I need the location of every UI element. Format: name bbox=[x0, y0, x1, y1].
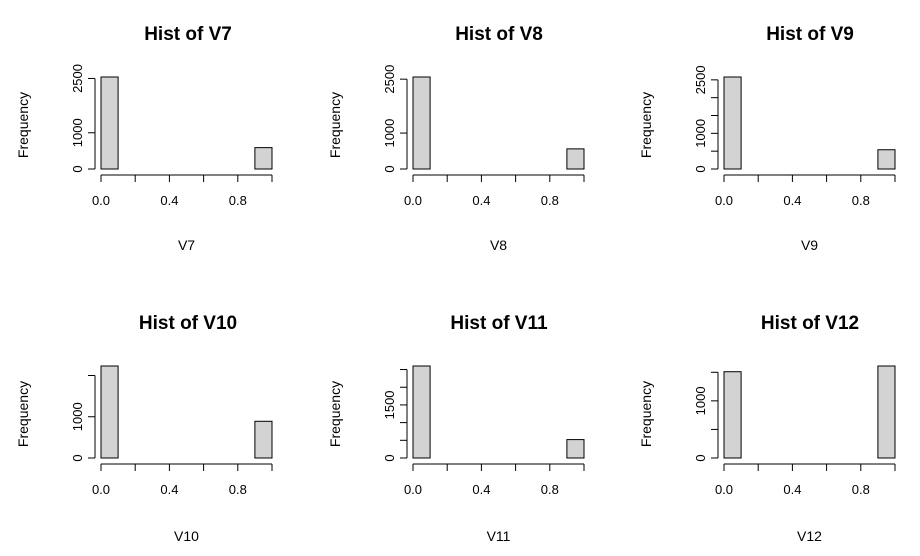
y-tick-label: 0 bbox=[382, 454, 397, 461]
y-tick-label: 1000 bbox=[70, 402, 85, 431]
y-axis-label: Frequency bbox=[15, 92, 31, 158]
x-tick-label: 0.4 bbox=[783, 482, 801, 497]
x-tick-label: 0.4 bbox=[472, 482, 490, 497]
y-axis-label: Frequency bbox=[638, 92, 654, 158]
chart-title: Hist of V7 bbox=[144, 24, 232, 45]
chart-title: Hist of V11 bbox=[450, 313, 548, 334]
histogram-bar bbox=[412, 76, 431, 170]
y-tick-label: 1500 bbox=[382, 390, 397, 419]
histogram-panel-4: Hist of V10 0.0 0.4 0.8 V10 0 1000 Frequency bbox=[15, 313, 273, 544]
x-tick-label: 0.8 bbox=[541, 482, 559, 497]
histogram-bar bbox=[723, 76, 742, 170]
x-tick-label: 0.0 bbox=[404, 193, 422, 208]
x-tick-label: 0.0 bbox=[715, 482, 733, 497]
histogram-panel-2: Hist of V8 0.0 0.4 0.8 V8 0 1000 2500 Frequency bbox=[327, 24, 585, 253]
histogram-bar bbox=[877, 149, 896, 170]
histogram-panel-5: Hist of V11 0.0 0.4 0.8 V11 0 1500 Frequency bbox=[327, 313, 585, 544]
histogram-panel-1: Hist of V7 0.0 0.4 0.8 V7 0 1000 2500 Frequency bbox=[15, 24, 273, 253]
x-axis-label: V12 bbox=[797, 528, 822, 544]
x-tick-label: 0.8 bbox=[852, 482, 870, 497]
histogram-bar bbox=[254, 420, 273, 459]
y-tick-label: 2500 bbox=[693, 65, 708, 94]
chart-title: Hist of V12 bbox=[761, 313, 859, 334]
x-tick-label: 0.0 bbox=[92, 193, 110, 208]
y-axis-label: Frequency bbox=[327, 381, 343, 447]
y-tick-label: 0 bbox=[693, 454, 708, 461]
chart-title: Hist of V10 bbox=[139, 313, 237, 334]
y-axis-label: Frequency bbox=[327, 92, 343, 158]
histogram-bar bbox=[566, 439, 585, 459]
histogram-bar bbox=[100, 365, 119, 459]
x-tick-label: 0.0 bbox=[404, 482, 422, 497]
x-tick-label: 0.4 bbox=[783, 193, 801, 208]
x-tick-label: 0.0 bbox=[92, 482, 110, 497]
histogram-bar bbox=[566, 148, 585, 170]
y-tick-label: 2500 bbox=[70, 64, 85, 93]
y-tick-label: 2500 bbox=[382, 65, 397, 94]
histogram-bar bbox=[100, 76, 119, 170]
histogram-bar bbox=[254, 147, 273, 170]
x-tick-label: 0.8 bbox=[229, 482, 247, 497]
y-tick-label: 1000 bbox=[382, 119, 397, 148]
chart-title: Hist of V8 bbox=[455, 24, 543, 45]
y-tick-label: 1000 bbox=[70, 118, 85, 147]
y-tick-label: 0 bbox=[70, 165, 85, 172]
x-axis-label: V8 bbox=[490, 237, 507, 253]
histogram-bar bbox=[723, 371, 742, 459]
y-tick-label: 0 bbox=[70, 454, 85, 461]
x-tick-label: 0.8 bbox=[541, 193, 559, 208]
x-axis-label: V10 bbox=[174, 528, 199, 544]
histogram-bar bbox=[877, 365, 896, 459]
histogram-panel-3: Hist of V9 0.0 0.4 0.8 V9 0 1000 2500 Frequency bbox=[638, 24, 896, 253]
y-axis-label: Frequency bbox=[15, 381, 31, 447]
x-axis-label: V11 bbox=[487, 528, 511, 544]
x-axis-label: V9 bbox=[801, 237, 818, 253]
x-tick-label: 0.8 bbox=[852, 193, 870, 208]
x-tick-label: 0.4 bbox=[160, 482, 178, 497]
y-axis-label: Frequency bbox=[638, 381, 654, 447]
x-tick-label: 0.0 bbox=[715, 193, 733, 208]
y-tick-label: 0 bbox=[382, 165, 397, 172]
histogram-panel-6: Hist of V12 0.0 0.4 0.8 V12 0 1000 Frequency bbox=[638, 313, 896, 544]
x-tick-label: 0.8 bbox=[229, 193, 247, 208]
x-tick-label: 0.4 bbox=[160, 193, 178, 208]
chart-title: Hist of V9 bbox=[766, 24, 854, 45]
histogram-bar bbox=[412, 365, 431, 459]
x-tick-label: 0.4 bbox=[472, 193, 490, 208]
y-tick-label: 1000 bbox=[693, 119, 708, 148]
y-tick-label: 1000 bbox=[693, 386, 708, 415]
y-tick-label: 0 bbox=[693, 165, 708, 172]
x-axis-label: V7 bbox=[178, 237, 195, 253]
